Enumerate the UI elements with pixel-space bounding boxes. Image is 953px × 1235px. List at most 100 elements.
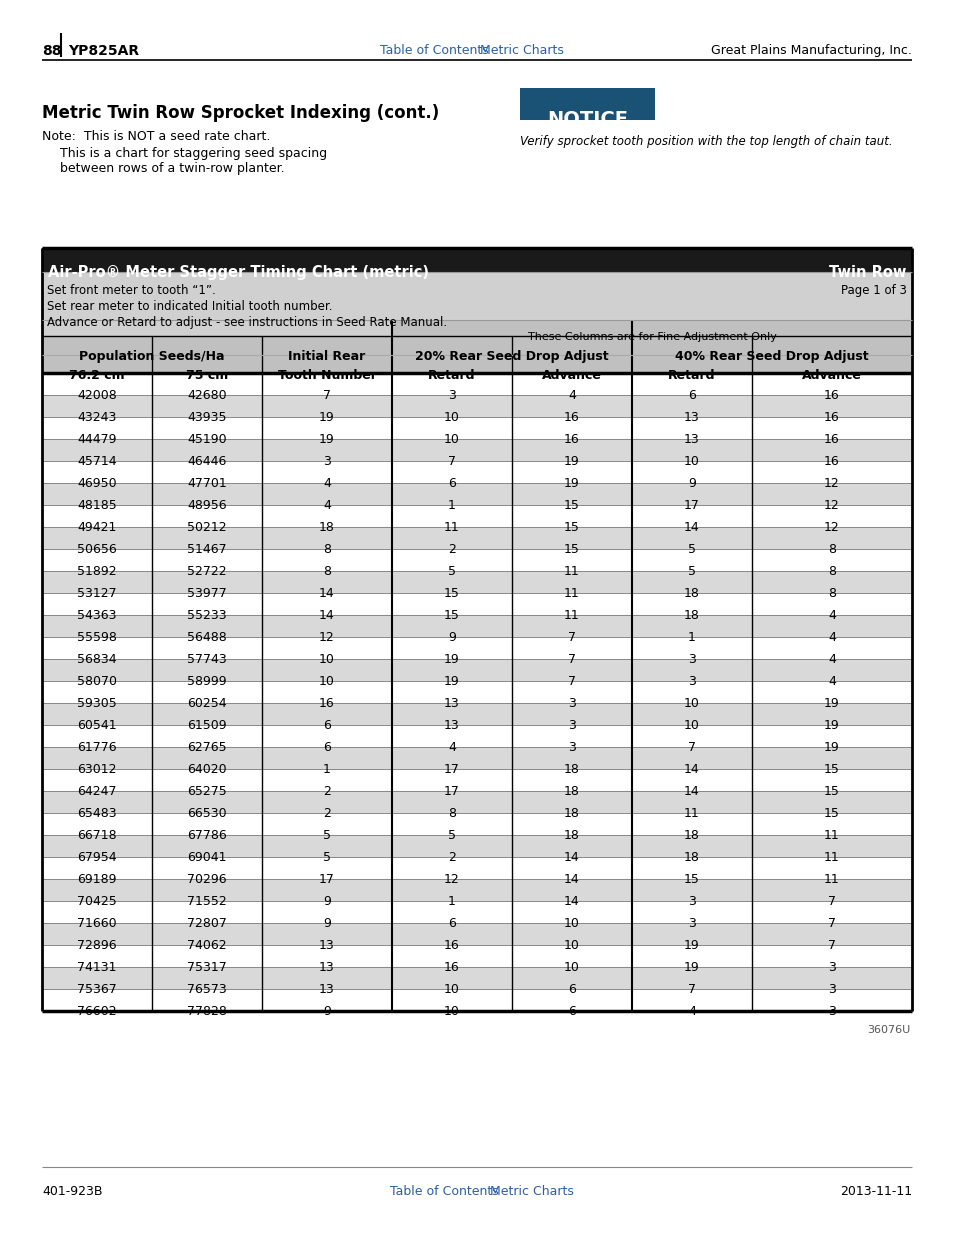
Text: 5: 5 — [448, 829, 456, 842]
Text: Initial Rear: Initial Rear — [288, 350, 365, 363]
Text: 72807: 72807 — [187, 918, 227, 930]
Text: 4: 4 — [687, 1005, 695, 1018]
Text: Table of Contents: Table of Contents — [379, 44, 488, 57]
Text: 48956: 48956 — [187, 499, 227, 513]
Bar — [42, 320, 911, 336]
Text: 14: 14 — [563, 873, 579, 885]
Text: 17: 17 — [683, 499, 700, 513]
Text: 62765: 62765 — [187, 741, 227, 755]
Text: 19: 19 — [319, 433, 335, 446]
Text: 66718: 66718 — [77, 829, 116, 842]
Text: 47701: 47701 — [187, 477, 227, 490]
Text: 16: 16 — [823, 411, 839, 424]
Text: 74131: 74131 — [77, 961, 116, 974]
Text: 1: 1 — [687, 631, 695, 643]
Text: Metric Charts: Metric Charts — [479, 44, 563, 57]
Text: 42008: 42008 — [77, 389, 117, 403]
Text: 9: 9 — [323, 895, 331, 908]
Text: 10: 10 — [683, 719, 700, 732]
Text: 5: 5 — [687, 564, 696, 578]
Text: 4: 4 — [827, 609, 835, 622]
Text: Air-Pro® Meter Stagger Timing Chart (metric): Air-Pro® Meter Stagger Timing Chart (met… — [48, 266, 429, 280]
Text: 14: 14 — [319, 609, 335, 622]
Text: 55598: 55598 — [77, 631, 117, 643]
Text: 19: 19 — [823, 697, 839, 710]
Text: 13: 13 — [319, 939, 335, 952]
Bar — [42, 967, 911, 989]
Text: 15: 15 — [443, 609, 459, 622]
Text: 16: 16 — [823, 389, 839, 403]
Text: 58999: 58999 — [187, 676, 227, 688]
Text: YP825AR: YP825AR — [68, 44, 139, 58]
Text: Retard: Retard — [428, 369, 476, 382]
Text: Verify sprocket tooth position with the top length of chain taut.: Verify sprocket tooth position with the … — [519, 135, 892, 148]
Text: 10: 10 — [443, 1005, 459, 1018]
Text: 15: 15 — [823, 785, 839, 798]
Text: 19: 19 — [683, 961, 700, 974]
Text: 55233: 55233 — [187, 609, 227, 622]
Text: 6: 6 — [323, 719, 331, 732]
Text: Retard: Retard — [667, 369, 715, 382]
Text: 2: 2 — [448, 543, 456, 556]
Text: 51467: 51467 — [187, 543, 227, 556]
Text: 16: 16 — [823, 454, 839, 468]
Text: 17: 17 — [443, 763, 459, 776]
Bar — [42, 857, 911, 879]
Text: 66530: 66530 — [187, 806, 227, 820]
Text: 11: 11 — [444, 521, 459, 534]
Text: 8: 8 — [448, 806, 456, 820]
Text: 13: 13 — [319, 983, 335, 995]
Bar — [42, 304, 911, 320]
Text: Metric Twin Row Sprocket Indexing (cont.): Metric Twin Row Sprocket Indexing (cont.… — [42, 104, 438, 122]
Text: 17: 17 — [318, 873, 335, 885]
Text: 10: 10 — [563, 961, 579, 974]
Text: 13: 13 — [683, 411, 700, 424]
Text: 11: 11 — [823, 851, 839, 864]
Text: 64247: 64247 — [77, 785, 116, 798]
Text: These Columns are for Fine Adjustment Only: These Columns are for Fine Adjustment On… — [527, 332, 776, 342]
Text: 52722: 52722 — [187, 564, 227, 578]
Text: Advance: Advance — [541, 369, 601, 382]
Text: 5: 5 — [687, 543, 696, 556]
Text: 11: 11 — [683, 806, 700, 820]
Text: This is a chart for staggering seed spacing: This is a chart for staggering seed spac… — [60, 147, 327, 161]
Text: 3: 3 — [687, 918, 695, 930]
Text: 12: 12 — [319, 631, 335, 643]
Text: 9: 9 — [448, 631, 456, 643]
Text: 10: 10 — [318, 653, 335, 666]
Text: 13: 13 — [444, 719, 459, 732]
Text: 4: 4 — [827, 631, 835, 643]
Text: 9: 9 — [687, 477, 695, 490]
Text: 54363: 54363 — [77, 609, 116, 622]
Text: 10: 10 — [443, 411, 459, 424]
Text: 6: 6 — [323, 741, 331, 755]
Text: 11: 11 — [563, 609, 579, 622]
Text: 3: 3 — [827, 961, 835, 974]
Bar — [42, 336, 911, 354]
Text: 63012: 63012 — [77, 763, 116, 776]
Text: Tooth Number: Tooth Number — [277, 369, 376, 382]
Bar — [42, 659, 911, 680]
Text: 44479: 44479 — [77, 433, 116, 446]
Text: 18: 18 — [563, 763, 579, 776]
Text: 53977: 53977 — [187, 587, 227, 600]
Text: 71552: 71552 — [187, 895, 227, 908]
Bar — [42, 461, 911, 483]
Text: 10: 10 — [443, 983, 459, 995]
Text: 65275: 65275 — [187, 785, 227, 798]
Text: Advance: Advance — [801, 369, 861, 382]
Text: Page 1 of 3: Page 1 of 3 — [841, 284, 906, 296]
Text: 15: 15 — [563, 521, 579, 534]
Text: 71660: 71660 — [77, 918, 116, 930]
Text: 43243: 43243 — [77, 411, 116, 424]
Text: 76602: 76602 — [77, 1005, 116, 1018]
Text: 72896: 72896 — [77, 939, 116, 952]
Text: 12: 12 — [823, 499, 839, 513]
Text: 50212: 50212 — [187, 521, 227, 534]
Text: 18: 18 — [683, 851, 700, 864]
Text: 11: 11 — [563, 587, 579, 600]
Text: 67954: 67954 — [77, 851, 116, 864]
Text: 10: 10 — [443, 433, 459, 446]
Text: 13: 13 — [319, 961, 335, 974]
Text: 15: 15 — [823, 806, 839, 820]
